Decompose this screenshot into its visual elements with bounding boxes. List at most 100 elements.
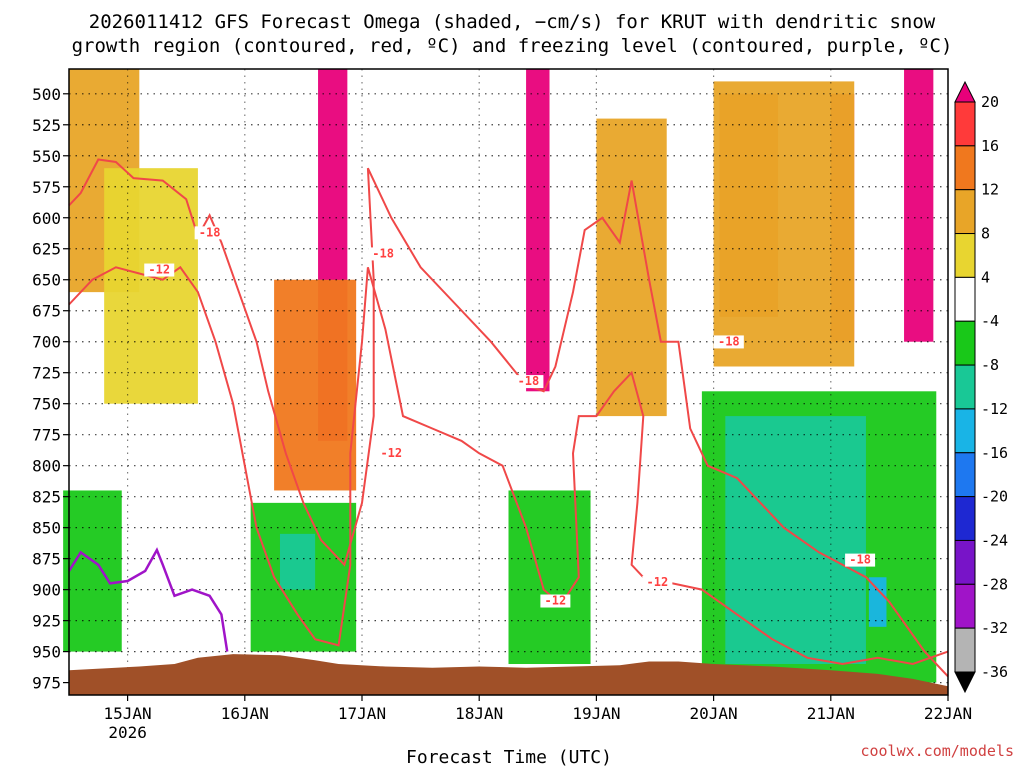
contour-label-2: -18 xyxy=(372,246,394,260)
contour-label-bg-7 xyxy=(642,575,673,589)
colorbar-tick--36: -36 xyxy=(981,663,1008,681)
colorbar-tick-12: 12 xyxy=(981,181,999,199)
omega-region-9 xyxy=(596,118,667,417)
y-tick-label-775: 775 xyxy=(32,426,61,445)
contour-label-bg-6 xyxy=(713,335,744,349)
contour-label-5: -12 xyxy=(545,594,567,608)
omega-region-8 xyxy=(274,279,357,491)
colorbar-bin-4 xyxy=(954,233,976,278)
freezing-level-contour xyxy=(67,547,229,652)
contour-label-bg-3 xyxy=(376,446,407,460)
x-tick-label-22JAN: 22JAN xyxy=(924,704,972,723)
colorbar-bin-12 xyxy=(954,583,976,629)
y-tick-label-850: 850 xyxy=(32,519,61,538)
y-tick-label-925: 925 xyxy=(32,612,61,631)
contour-label-6: -18 xyxy=(718,334,740,348)
y-tick-label-800: 800 xyxy=(32,457,61,476)
chart-title-line1: 2026011412 GFS Forecast Omega (shaded, −… xyxy=(89,11,936,33)
x-tick-label-17JAN: 17JAN xyxy=(338,704,386,723)
colorbar-tick--28: -28 xyxy=(981,575,1008,593)
omega-region-5 xyxy=(713,81,855,367)
credit-text: coolwx.com/models xyxy=(860,742,1014,760)
colorbar-tick--8: -8 xyxy=(981,356,999,374)
contour-minus12-a xyxy=(68,265,949,666)
x-tick-label-21JAN: 21JAN xyxy=(807,704,855,723)
colorbar-tick--12: -12 xyxy=(981,400,1008,418)
y-axis: 500 525 550 575 600 625 650 675 700 725 750 775 800 8… xyxy=(32,85,69,693)
contour-label-3: -12 xyxy=(380,446,402,460)
contour-minus18-a xyxy=(68,158,949,678)
colorbar: 20 16 12 8 4 -4 -8 -12 -16 -20 -24 -28 -32 -36 xyxy=(954,80,1008,694)
y-tick-label-825: 825 xyxy=(32,488,61,507)
contour-label-bg-1 xyxy=(144,263,175,277)
omega-region-16 xyxy=(63,490,122,652)
colorbar-bin-7 xyxy=(954,364,976,410)
y-tick-label-525: 525 xyxy=(32,116,61,135)
plot-frame xyxy=(68,68,949,696)
y-tick-label-750: 750 xyxy=(32,395,61,414)
colorbar-bin-5 xyxy=(954,276,976,322)
x-tick-label-19JAN: 19JAN xyxy=(572,704,620,723)
omega-region-15 xyxy=(868,577,887,627)
y-tick-label-900: 900 xyxy=(32,581,61,600)
colorbar-bin-10 xyxy=(954,496,976,541)
y-tick-label-650: 650 xyxy=(32,271,61,290)
x-tick-label-16JAN: 16JAN xyxy=(221,704,269,723)
y-tick-label-500: 500 xyxy=(32,85,61,104)
contour-label-bg-8 xyxy=(845,553,876,567)
contour-label-bg-2 xyxy=(368,247,399,261)
colorbar-bottom-arrow xyxy=(954,671,976,694)
colorbar-tick-20: 20 xyxy=(981,93,999,111)
colorbar-tick-16: 16 xyxy=(981,137,999,155)
colorbar-bin-3 xyxy=(954,189,976,235)
colorbar-tick-4: 4 xyxy=(981,268,990,286)
colorbar-bin-2 xyxy=(954,145,976,191)
x-tick-label-20JAN: 20JAN xyxy=(690,704,738,723)
temperature-contours xyxy=(67,158,949,678)
omega-region-14 xyxy=(725,416,866,665)
colorbar-top-arrow xyxy=(954,80,976,103)
contour-label-4: -18 xyxy=(518,374,540,388)
x-axis-label: Forecast Time (UTC) xyxy=(406,747,612,768)
y-tick-label-600: 600 xyxy=(32,209,61,228)
omega-region-11 xyxy=(279,533,316,590)
colorbar-tick--20: -20 xyxy=(981,488,1008,506)
contour-label-0: -18 xyxy=(199,225,221,239)
y-tick-label-975: 975 xyxy=(32,674,61,693)
contour-label-bg-4 xyxy=(513,375,544,389)
y-tick-label-700: 700 xyxy=(32,333,61,352)
contour-labels: -18 -12 -18 -12 -18 -12 -18 -12 -18 xyxy=(144,225,876,608)
plot-area: -18 -12 -18 -12 -18 -12 -18 -12 -18 xyxy=(63,68,949,696)
colorbar-tick-8: 8 xyxy=(981,225,990,243)
y-tick-label-575: 575 xyxy=(32,178,61,197)
colorbar-bin-6 xyxy=(954,320,976,366)
x-tick-label-15JAN: 15JAN xyxy=(104,704,152,723)
y-tick-label-675: 675 xyxy=(32,302,61,321)
omega-region-2 xyxy=(904,69,934,342)
contour-label-bg-0 xyxy=(194,226,225,240)
x-tick-label-18JAN: 18JAN xyxy=(455,704,503,723)
colorbar-tick--32: -32 xyxy=(981,619,1008,637)
colorbar-bin-13 xyxy=(954,627,976,673)
grid-lines xyxy=(69,69,948,695)
y-tick-label-950: 950 xyxy=(32,643,61,662)
omega-region-1 xyxy=(526,69,550,392)
y-tick-label-875: 875 xyxy=(32,550,61,569)
colorbar-tick--16: -16 xyxy=(981,444,1008,462)
y-tick-label-725: 725 xyxy=(32,364,61,383)
x-tick-sublabel-15JAN: 2026 xyxy=(108,723,147,742)
colorbar-bin-1 xyxy=(954,101,976,147)
y-tick-label-550: 550 xyxy=(32,147,61,166)
colorbar-bin-8 xyxy=(954,408,976,454)
contour-label-7: -12 xyxy=(647,575,669,589)
omega-region-7 xyxy=(104,168,198,404)
terrain-fill xyxy=(69,654,948,695)
colorbar-tick--24: -24 xyxy=(981,531,1008,549)
chart-title-line2: growth region (contoured, red, ºC) and f… xyxy=(72,35,953,57)
contour-label-bg-5 xyxy=(540,594,571,608)
colorbar-bin-9 xyxy=(954,452,976,498)
contour-label-1: -12 xyxy=(148,263,170,277)
colorbar-bin-11 xyxy=(954,539,976,585)
